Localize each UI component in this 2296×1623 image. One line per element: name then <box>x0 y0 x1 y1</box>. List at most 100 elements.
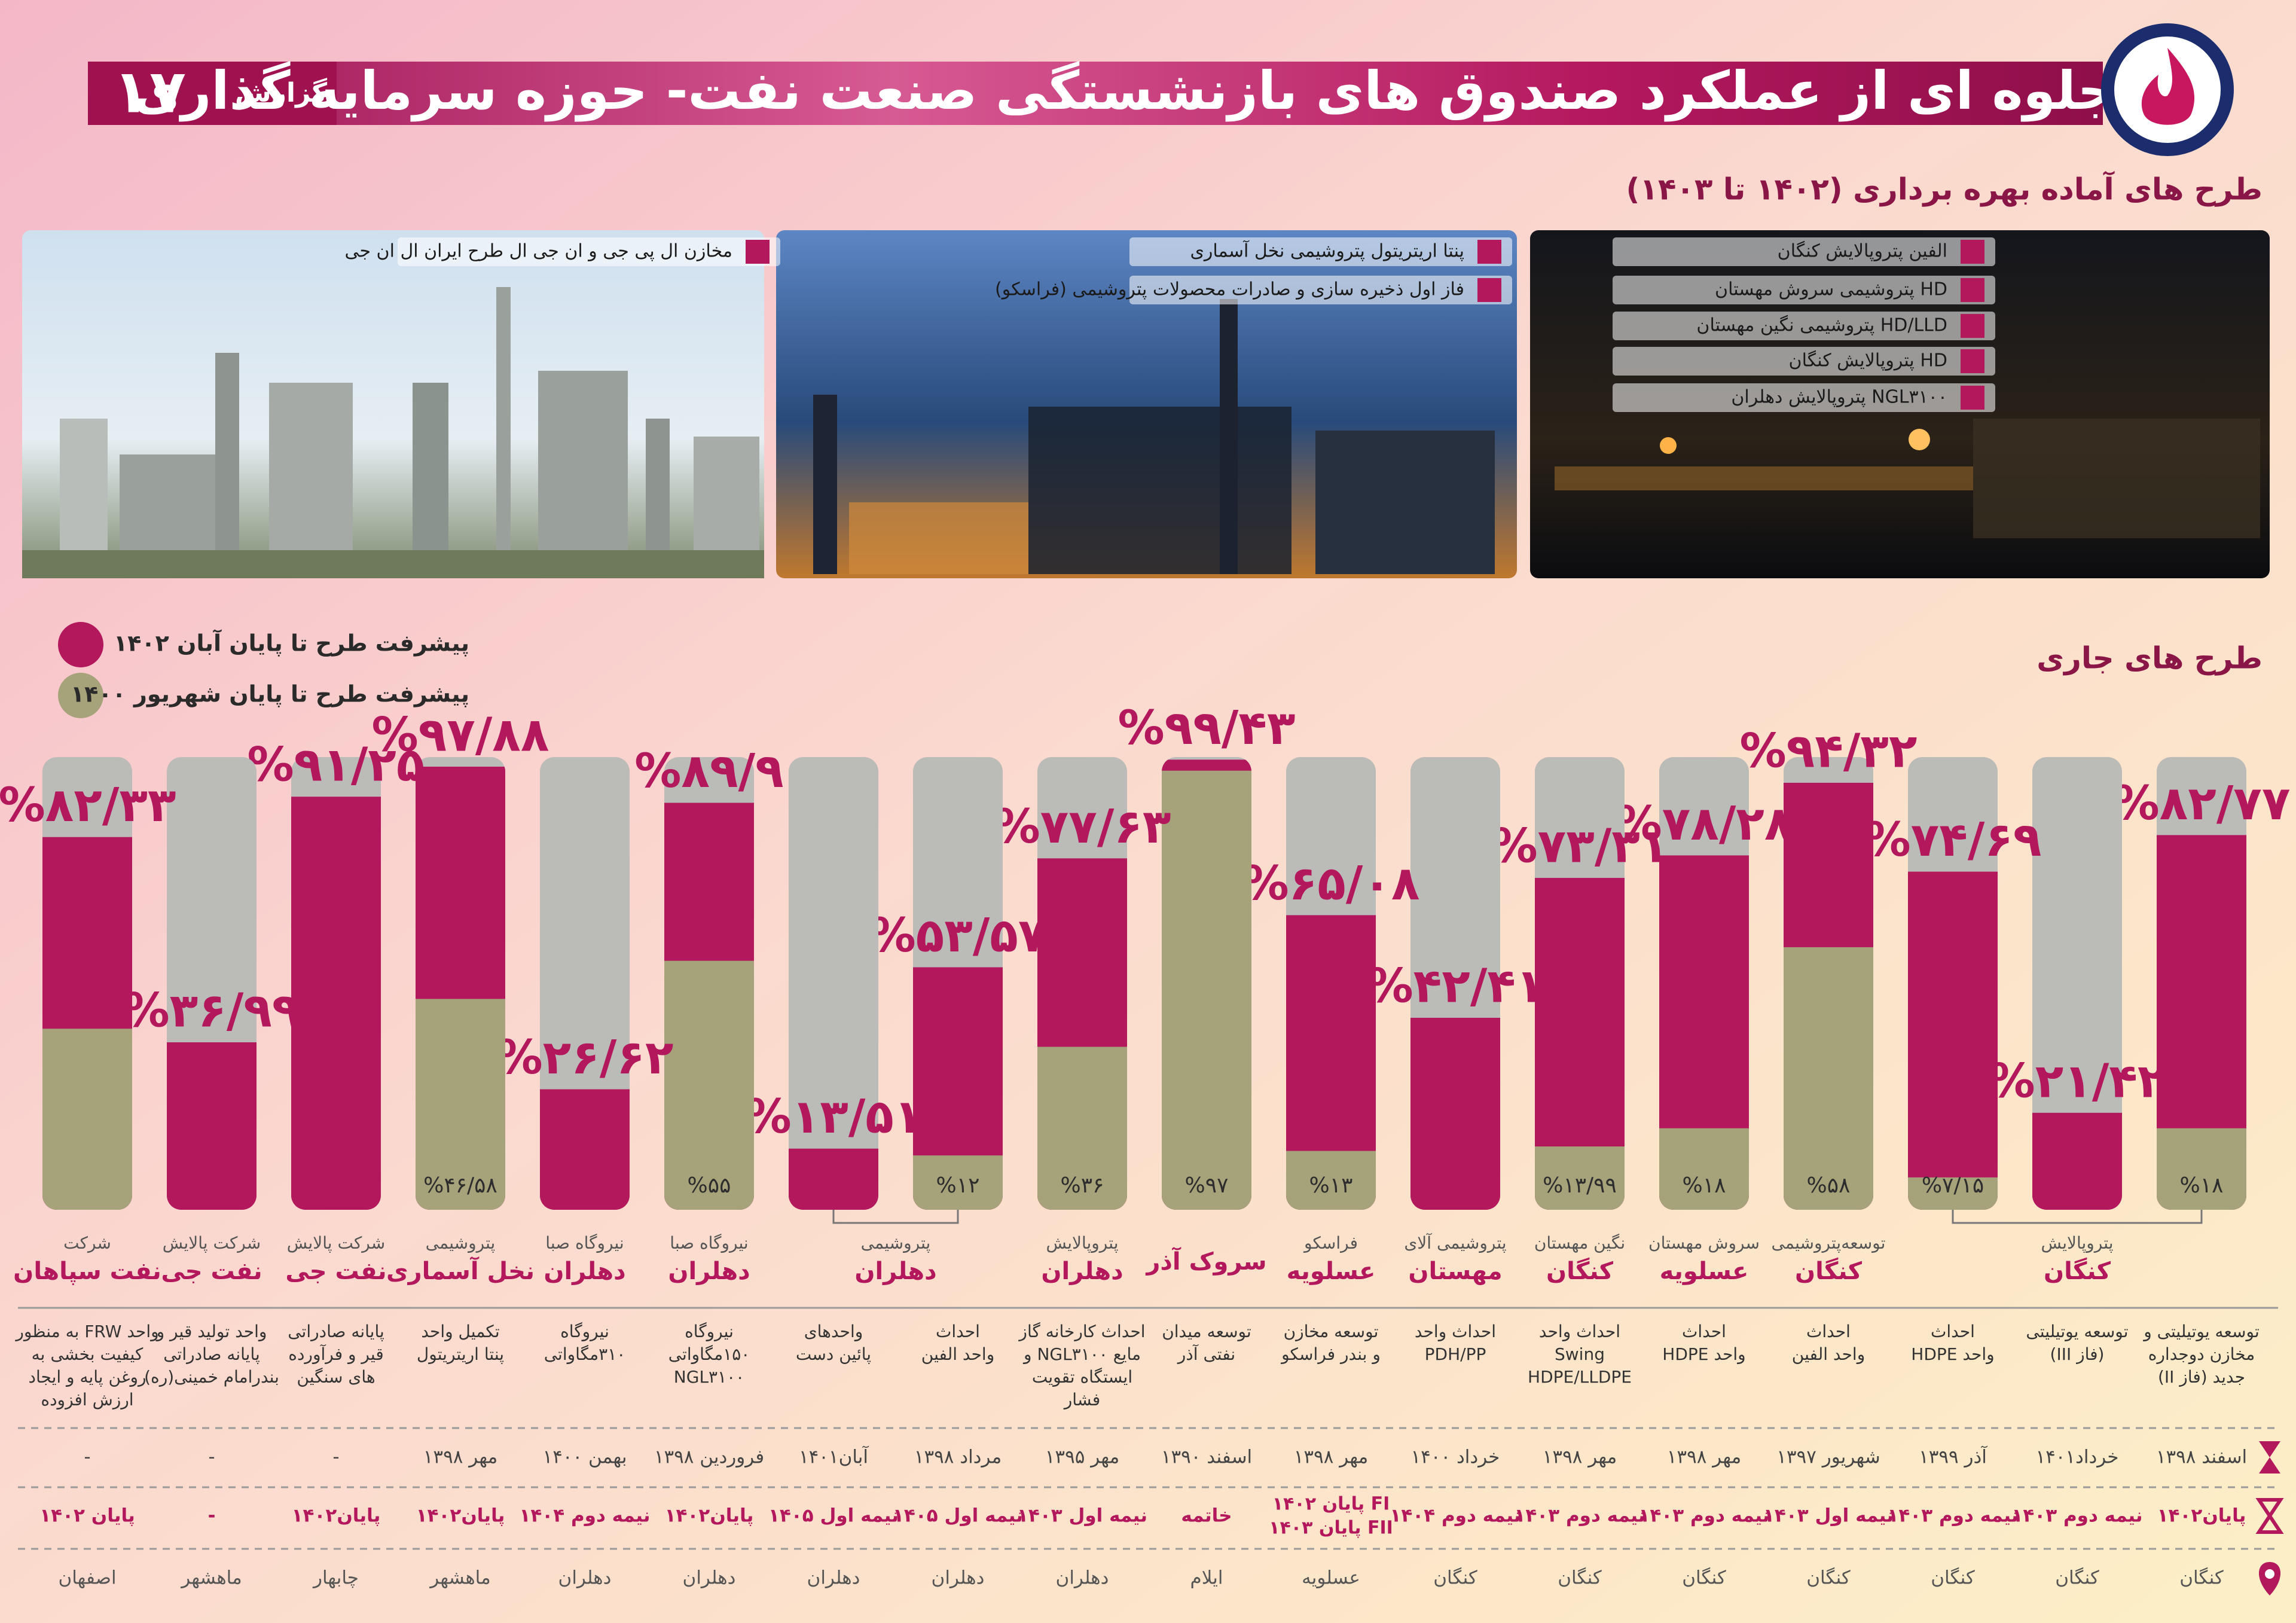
caption-marker <box>1961 349 1984 373</box>
project-end: خاتمه <box>1181 1505 1232 1527</box>
company-label: پتروشیمی آلای <box>1404 1233 1506 1253</box>
legend-swatch <box>58 622 103 667</box>
project-end: پایان۱۴۰۲ <box>416 1505 505 1527</box>
caption-text: فاز اول ذخیره سازی و صادرات محصولات پترو… <box>995 279 1464 300</box>
value-label: %۷۴/۶۹ <box>1864 813 2041 867</box>
project-start: اسفند ۱۳۹۰ <box>1161 1447 1252 1468</box>
project-description: ایستگاه تقویت <box>1032 1367 1132 1387</box>
project-description: توسعه یوتیلیتی و <box>2142 1322 2260 1341</box>
company-name: سروک آذر <box>1145 1246 1266 1276</box>
value-label: %۱۳/۵۱ <box>744 1090 922 1144</box>
project-description: نفتی آذر <box>1177 1344 1235 1364</box>
company-name: نفت جی <box>161 1258 262 1285</box>
project-description: HDPE/LLDPE <box>1528 1367 1632 1387</box>
project-end: نیمه اول ۱۴۰۵ <box>768 1505 899 1527</box>
project-end: نیمه دوم ۱۴۰۴ <box>1390 1505 1521 1527</box>
project-description: احداث واحد <box>1415 1322 1496 1341</box>
company-label: فراسکو <box>1303 1233 1358 1253</box>
inner-label: %۵۸ <box>1807 1173 1851 1198</box>
logo <box>2101 23 2234 156</box>
company-label: نیروگاه صبا <box>545 1233 624 1253</box>
project-end: پایان۱۴۰۲ <box>665 1505 754 1527</box>
project-start: خرداد۱۴۰۱ <box>2035 1447 2118 1468</box>
legend: پیشرفت طرح تا پایان آبان ۱۴۰۲ پیشرفت طرح … <box>58 622 469 718</box>
project-location: دهلران <box>683 1567 736 1589</box>
project-description: ۳۱۰مگاواتی <box>544 1344 626 1364</box>
report-number: ۱۷ <box>113 56 186 126</box>
caption-marker <box>1961 314 1984 338</box>
project-description: مایع NGL۳۱۰۰ و <box>1022 1344 1141 1364</box>
caption-text: مخازن ال پی جی و ان جی ال طرح ایران ال ا… <box>344 241 732 262</box>
legend-label: پیشرفت طرح تا پایان شهریور ۱۴۰۰ <box>71 681 469 707</box>
project-description: تکمیل واحد <box>421 1322 499 1341</box>
photo-left <box>22 230 764 578</box>
bar-1 <box>913 1155 1003 1210</box>
project-start: مهر ۱۳۹۸ <box>1543 1447 1617 1468</box>
project-start: - <box>208 1447 215 1468</box>
caption-box <box>1613 312 1995 340</box>
project-description: PDH/PP <box>1425 1344 1486 1364</box>
project-description: احداث <box>1682 1322 1726 1341</box>
project-location: کنگان <box>1682 1567 1726 1589</box>
value-label: %۸۹/۹ <box>634 745 783 798</box>
value-label: %۹۷/۸۸ <box>371 709 549 762</box>
project-location: کنگان <box>1433 1567 1477 1589</box>
project-start: - <box>84 1447 90 1468</box>
company-name: عسلویه <box>1287 1258 1376 1285</box>
value-label: %۵۳/۵۷ <box>869 909 1046 963</box>
caption-marker <box>1961 386 1984 410</box>
project-end: FII پایان ۱۴۰۳ <box>1269 1518 1393 1539</box>
inner-label: %۷/۱۵ <box>1922 1173 1984 1198</box>
project-description: مخازن دوجداره <box>2148 1344 2255 1364</box>
company-name: دهلران <box>668 1258 750 1285</box>
company-label: سروش مهستان <box>1648 1233 1760 1253</box>
project-start: مهر ۱۳۹۸ <box>423 1447 497 1468</box>
project-description: پنتا اریتریتول <box>417 1344 504 1364</box>
project-start: مرداد ۱۳۹۸ <box>914 1447 1002 1468</box>
project-location: دهلران <box>932 1567 985 1589</box>
bar-0 <box>789 1148 878 1210</box>
value-label: %۷۸/۲۸ <box>1615 797 1793 851</box>
caption-marker <box>1477 240 1501 264</box>
caption-text: HD پتروشیمی سروش مهستان <box>1715 279 1947 300</box>
company-name: دهلران <box>1041 1258 1123 1285</box>
bar-0 <box>1908 871 1998 1210</box>
bar-0 <box>2032 1112 2122 1210</box>
caption-marker <box>1477 278 1501 302</box>
bars: %۸۲/۷۷ %۱۸ %۲۱/۴۲ %۷۴/۶۹ %۷/۱۵ %۹۴/۳۲ %۵۸ %۷۸/۲… <box>0 701 2291 1285</box>
project-description: واحد HDPE <box>1911 1344 1994 1364</box>
project-description: احداث <box>1931 1322 1975 1341</box>
project-description: ۱۵۰مگاواتی <box>668 1344 750 1364</box>
inner-label: %۴۶/۵۸ <box>423 1173 497 1198</box>
project-location: کنگان <box>1931 1567 1975 1589</box>
project-location: عسلویه <box>1302 1567 1360 1589</box>
company-name: مهستان <box>1408 1258 1502 1285</box>
project-end: پایان ۱۴۰۲ <box>39 1505 135 1527</box>
legend-label: پیشرفت طرح تا پایان آبان ۱۴۰۲ <box>114 629 469 657</box>
end-icon <box>2255 1498 2284 1534</box>
project-description: توسعه مخازن <box>1284 1322 1379 1341</box>
project-description: NGL۳۱۰۰ <box>674 1367 744 1387</box>
project-start: اسفند ۱۳۹۸ <box>2156 1447 2247 1468</box>
location-icon <box>2258 1562 2281 1595</box>
project-description: های سنگین <box>297 1367 375 1387</box>
project-table: توسعه یوتیلیتی و مخازن دوجداره جدید (فاز I… <box>14 1307 2284 1595</box>
inner-label: %۱۲ <box>936 1173 980 1198</box>
project-description: جدید (فاز II) <box>2158 1367 2245 1387</box>
project-start: مهر ۱۳۹۸ <box>1294 1447 1368 1468</box>
company-name: دهلران <box>854 1258 936 1285</box>
project-location: ایلام <box>1190 1567 1223 1589</box>
project-location: کنگان <box>2179 1567 2224 1589</box>
company-name: دهلران <box>544 1258 625 1285</box>
company-label: شرکت پالایش <box>163 1233 261 1253</box>
legend-swatch <box>58 673 103 718</box>
caption-text: پنتا اریتریتول پتروشیمی نخل آسماری <box>1190 240 1464 262</box>
project-description: توسعه میدان <box>1162 1322 1251 1341</box>
project-end: نیمه دوم ۱۴۰۳ <box>1887 1505 2018 1527</box>
project-location: دهلران <box>558 1567 612 1589</box>
inner-label: %۱۸ <box>2180 1173 2224 1198</box>
caption-box <box>1613 347 1995 376</box>
company-name: نفت سپاهان <box>13 1258 161 1285</box>
